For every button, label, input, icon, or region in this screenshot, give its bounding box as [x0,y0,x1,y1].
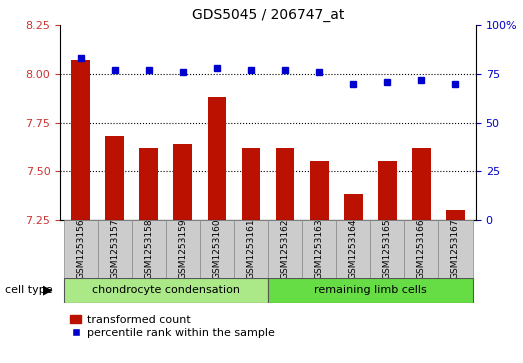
Bar [200,220,234,278]
Bar [438,220,472,278]
Bar [105,136,124,220]
Text: GSM1253164: GSM1253164 [349,219,358,279]
Text: GSM1253160: GSM1253160 [212,218,221,279]
Bar [64,278,268,303]
Text: GSM1253163: GSM1253163 [315,218,324,279]
Text: GSM1253162: GSM1253162 [280,219,290,279]
Bar [268,220,302,278]
Bar [242,148,260,220]
Bar [344,194,362,220]
Text: GSM1253157: GSM1253157 [110,218,119,279]
Bar [336,220,370,278]
Bar [98,220,132,278]
Text: GSM1253166: GSM1253166 [417,218,426,279]
Bar [302,220,336,278]
Bar [378,162,396,220]
Bar [276,148,294,220]
Bar [446,210,465,220]
Bar [234,220,268,278]
Bar [166,220,200,278]
Bar [404,220,438,278]
Text: ▶: ▶ [43,284,53,297]
Bar [132,220,166,278]
Legend: transformed count, percentile rank within the sample: transformed count, percentile rank withi… [66,310,279,343]
Bar [140,148,158,220]
Bar [208,97,226,220]
Text: remaining limb cells: remaining limb cells [314,285,427,295]
Text: GSM1253161: GSM1253161 [246,218,256,279]
Bar [412,148,431,220]
Text: cell type: cell type [5,285,53,295]
Title: GDS5045 / 206747_at: GDS5045 / 206747_at [192,8,344,22]
Bar [310,162,328,220]
Text: chondrocyte condensation: chondrocyte condensation [92,285,240,295]
Bar [174,144,192,220]
Text: GSM1253156: GSM1253156 [76,218,85,279]
Text: GSM1253159: GSM1253159 [178,218,187,279]
Text: GSM1253158: GSM1253158 [144,218,153,279]
Bar [268,278,472,303]
Bar [64,220,98,278]
Text: GSM1253165: GSM1253165 [383,218,392,279]
Text: GSM1253167: GSM1253167 [451,218,460,279]
Bar [370,220,404,278]
Bar [71,60,90,220]
